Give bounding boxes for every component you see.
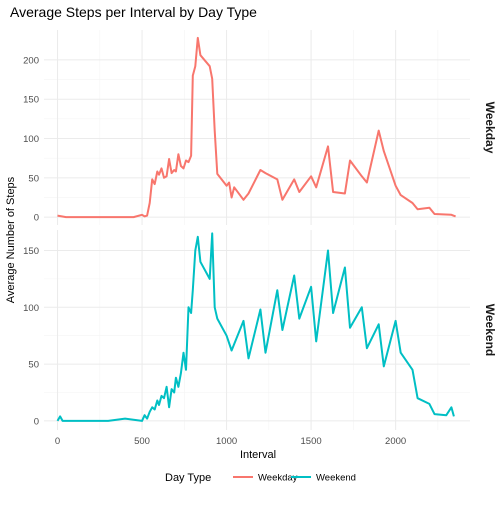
y-tick-label: 0	[34, 416, 39, 427]
facet-strip-label: Weekend	[483, 304, 497, 356]
y-tick-label: 0	[34, 213, 39, 224]
legend-label-weekend: Weekend	[316, 473, 356, 484]
chart-title: Average Steps per Interval by Day Type	[10, 4, 257, 20]
legend-label-weekday: Weekday	[258, 473, 298, 484]
series-line-weekday	[57, 36, 456, 219]
x-tick-label: 1500	[301, 436, 322, 447]
panel-weekend: 0 50 100 150 Weekend	[23, 230, 497, 430]
y-tick-label: 100	[23, 303, 39, 314]
y-tick-label: 50	[28, 173, 39, 184]
x-tick-label: 2000	[385, 436, 406, 447]
series-line-weekend	[56, 232, 455, 422]
y-tick-label: 100	[23, 134, 39, 145]
y-tick-label: 50	[28, 360, 39, 371]
y-tick-label: 150	[23, 246, 39, 257]
y-axis-title: Average Number of Steps	[5, 176, 17, 303]
x-tick-label: 0	[55, 436, 60, 447]
legend: Day Type Weekday Weekend	[165, 472, 356, 484]
panel-weekday: 0 50 100 150 200 Weekday	[23, 30, 497, 225]
x-tick-label: 500	[134, 436, 150, 447]
x-axis-title: Interval	[240, 449, 276, 461]
x-tick-label: 1000	[216, 436, 237, 447]
facet-strip-label: Weekday	[483, 102, 497, 154]
y-tick-label: 200	[23, 55, 39, 66]
legend-title: Day Type	[165, 472, 211, 484]
y-tick-label: 150	[23, 95, 39, 106]
